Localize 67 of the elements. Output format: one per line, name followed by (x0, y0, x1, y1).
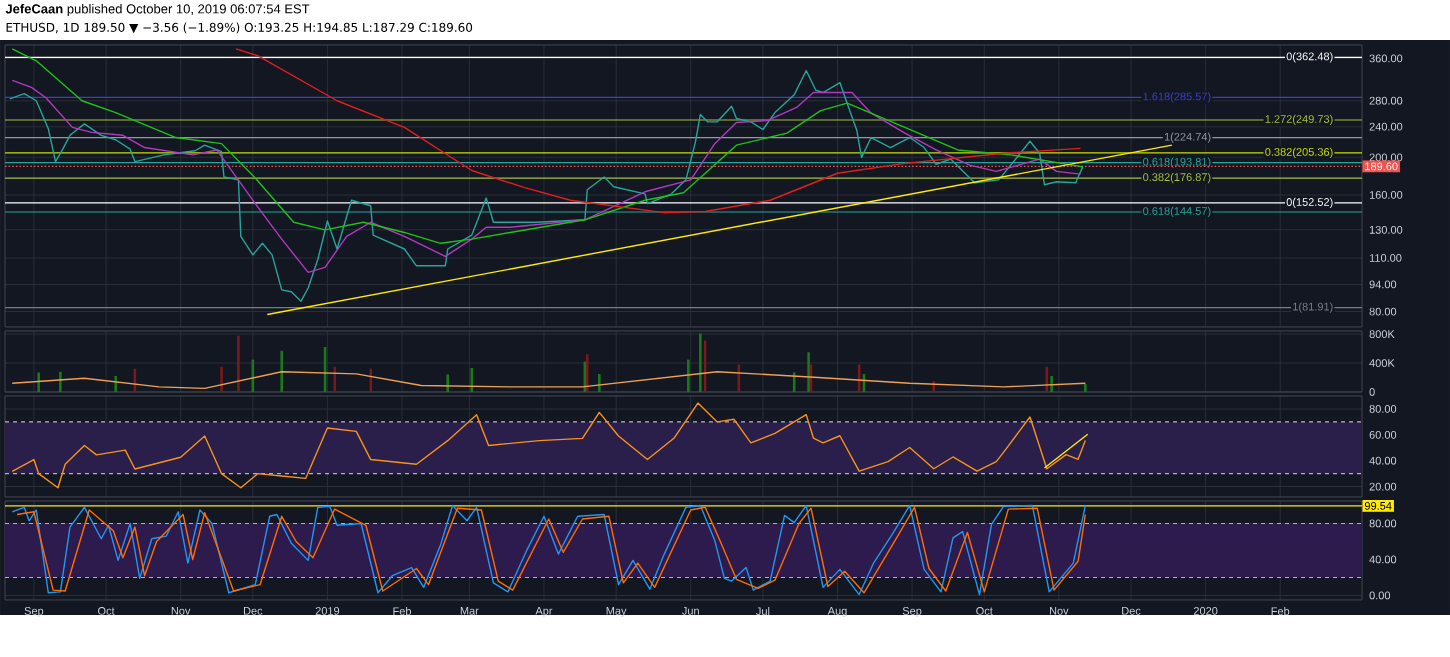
x-tick-label: Dec (1122, 607, 1141, 615)
x-tick-label: Feb (393, 607, 412, 616)
x-tick-label: Mar (460, 607, 479, 615)
ref-line-label: 0(152.52) (1286, 197, 1333, 209)
x-tick-label: Dec (243, 607, 263, 615)
bar (470, 368, 474, 392)
line-series (235, 48, 1082, 214)
x-tick-label: Oct (98, 607, 115, 615)
line-series (11, 79, 1082, 274)
bar (699, 333, 702, 392)
x-tick-label: 2019 (315, 607, 340, 615)
y-tick-label: 80.00 (1369, 519, 1397, 528)
y-tick-label: 160.00 (1369, 191, 1403, 199)
ref-line-label: 1.618(285.57) (1143, 92, 1211, 103)
bar (37, 372, 40, 392)
y-tick-label: 800K (1369, 330, 1395, 338)
y-tick-label: 400K (1369, 359, 1395, 367)
x-tick-label: Feb (1271, 607, 1290, 616)
line-series (11, 402, 1087, 489)
y-tick-label: 0 (1369, 388, 1375, 396)
bar (687, 359, 690, 392)
y-tick-label: 130.00 (1369, 225, 1403, 234)
bar (585, 354, 589, 392)
ref-line-label: 1(224.74) (1164, 132, 1211, 143)
x-tick-label: Sep (24, 607, 44, 618)
y-tick-label: 0.00 (1369, 591, 1391, 600)
ref-line-label: 0.382(205.36) (1265, 147, 1333, 159)
y-tick-label: 360.00 (1369, 54, 1403, 63)
ref-line-label: 1.272(249.73) (1265, 114, 1333, 126)
ref-line-label: 99.54 (1364, 502, 1392, 510)
y-tick-label: 94.00 (1369, 280, 1397, 289)
y-tick-label: 40.00 (1369, 555, 1397, 564)
ref-line-label: 0.382(176.87) (1143, 172, 1211, 184)
bar (1084, 384, 1087, 392)
y-tick-label: 110.00 (1369, 254, 1402, 262)
chart-title: JefeCaan published October 10, 2019 06:07:54 EST (5, 3, 310, 17)
bar (1050, 376, 1053, 392)
x-tick-label: Apr (535, 607, 553, 617)
bar (59, 371, 62, 392)
line-series (11, 48, 1084, 245)
bar (220, 366, 223, 392)
ref-line-label: 0(362.48) (1286, 52, 1333, 63)
line-series (11, 371, 1087, 390)
y-tick-label: 80.00 (1369, 307, 1397, 316)
x-tick-label: Jul (756, 607, 770, 616)
x-tick-label: Sep (902, 607, 922, 618)
ref-line-label: 0.618(144.57) (1143, 206, 1211, 218)
x-tick-label: Oct (976, 607, 993, 615)
chart-subtitle: ETHUSD, 1D 189.50 ▼ −3.56 (−1.89%) O:193.25 H:194.85 L:187.29 C:189.60 (6, 22, 473, 34)
ref-line-label: 1(81.91) (1293, 302, 1333, 313)
bar (280, 350, 283, 392)
ref-line-label: 0.618(193.81) (1143, 157, 1211, 168)
y-tick-label: 200.00 (1369, 153, 1403, 162)
x-tick-label: Aug (827, 607, 847, 617)
y-tick-label: 20.00 (1369, 482, 1397, 491)
x-tick-label: Nov (171, 607, 191, 615)
y-tick-label: 60.00 (1369, 430, 1397, 439)
bar (237, 335, 240, 392)
x-tick-label: Jun (682, 607, 699, 615)
x-tick-label: May (606, 607, 627, 617)
y-tick-label: 240.00 (1369, 122, 1403, 131)
y-tick-label: 280.00 (1369, 96, 1403, 105)
ref-line-label: 189.60 (1365, 162, 1398, 171)
y-tick-label: 80.00 (1369, 405, 1397, 413)
x-tick-label: Nov (1049, 607, 1069, 615)
x-tick-label: 2020 (1193, 607, 1218, 615)
y-tick-label: 40.00 (1369, 456, 1397, 465)
